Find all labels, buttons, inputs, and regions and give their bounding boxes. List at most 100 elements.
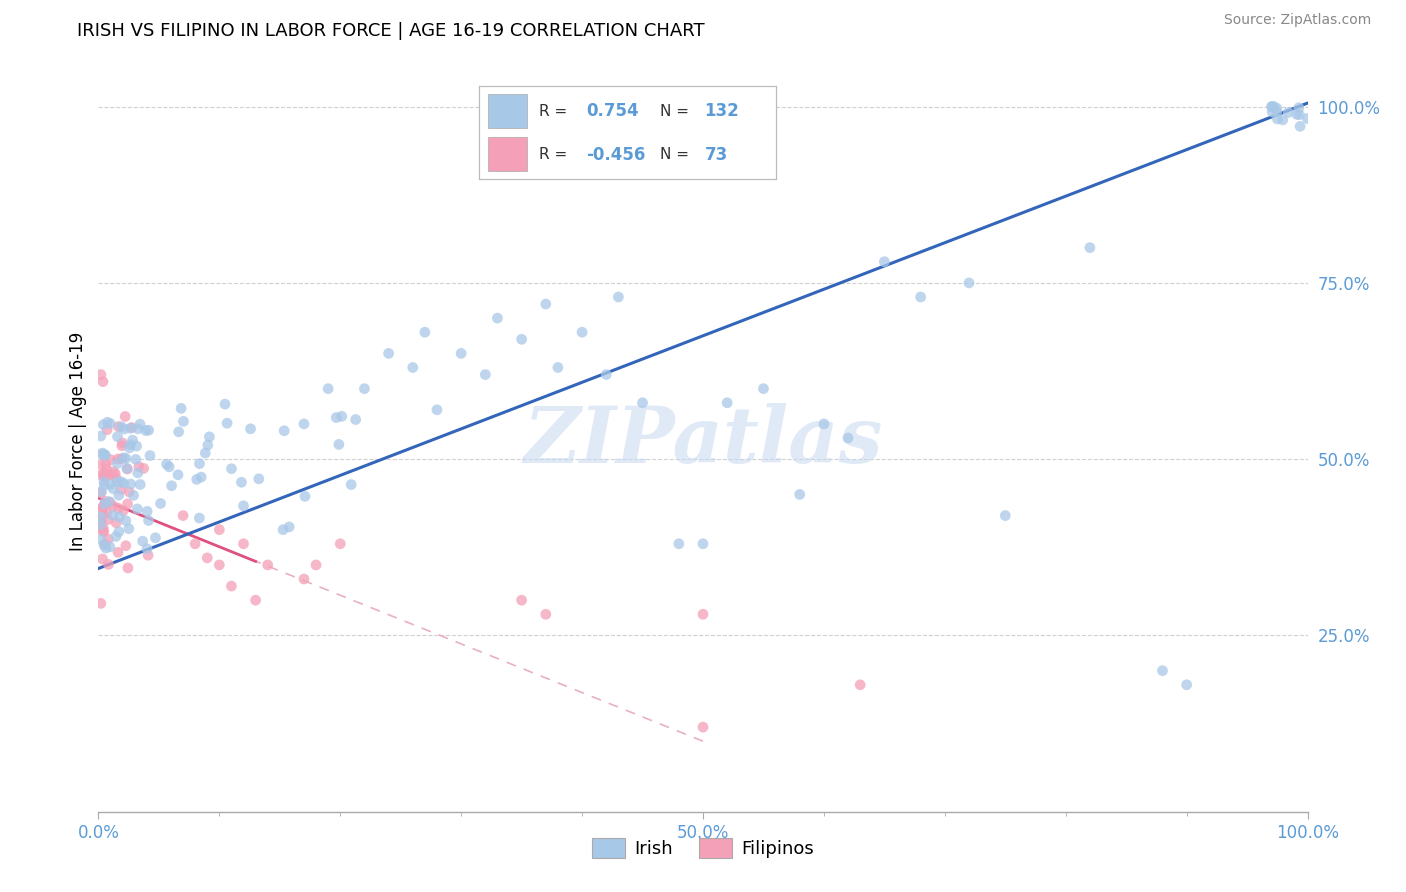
Point xyxy=(110,419,132,434)
Point xyxy=(120,477,142,491)
Point xyxy=(138,423,160,437)
Point xyxy=(90,429,112,443)
Point xyxy=(90,458,112,472)
Point xyxy=(94,457,117,471)
Point xyxy=(118,485,141,500)
Point xyxy=(127,466,149,480)
Point xyxy=(273,424,295,438)
Point xyxy=(239,422,262,436)
Point xyxy=(330,409,353,424)
Point xyxy=(188,457,211,471)
Point xyxy=(716,396,738,410)
Point xyxy=(114,514,136,528)
Point xyxy=(510,332,533,346)
Point xyxy=(108,524,131,539)
Point xyxy=(1263,100,1285,114)
Y-axis label: In Labor Force | Age 16-19: In Labor Force | Age 16-19 xyxy=(69,332,87,551)
Point xyxy=(271,523,294,537)
Point xyxy=(1277,105,1299,120)
Point xyxy=(107,457,129,471)
Point xyxy=(90,484,112,499)
Point xyxy=(98,417,121,431)
Point xyxy=(115,461,138,475)
Point xyxy=(1285,107,1308,121)
Point xyxy=(118,522,141,536)
Point xyxy=(94,537,117,551)
Point xyxy=(329,537,352,551)
Point xyxy=(91,501,114,516)
Point xyxy=(127,502,149,516)
Point xyxy=(129,477,152,491)
Point xyxy=(292,572,315,586)
Point xyxy=(208,523,231,537)
Point xyxy=(101,482,124,496)
Point xyxy=(91,500,114,515)
Point xyxy=(1078,241,1101,255)
Point xyxy=(167,467,190,482)
Point xyxy=(98,494,121,508)
Point xyxy=(221,579,243,593)
Point xyxy=(121,420,143,434)
Point xyxy=(91,508,114,522)
Point xyxy=(1261,100,1284,114)
Point xyxy=(90,596,112,610)
Point xyxy=(167,425,190,439)
Point xyxy=(1175,678,1198,692)
Point xyxy=(197,438,219,452)
Point xyxy=(131,534,153,549)
Point xyxy=(837,431,859,445)
Point xyxy=(114,409,136,424)
Point xyxy=(138,513,160,527)
Point xyxy=(149,496,172,510)
Point xyxy=(994,508,1017,523)
Point xyxy=(121,433,143,447)
Point xyxy=(402,360,425,375)
Point xyxy=(110,451,132,466)
Point xyxy=(115,451,138,466)
Point xyxy=(155,457,177,471)
Point xyxy=(96,505,118,519)
Point xyxy=(97,558,120,572)
Point xyxy=(849,678,872,692)
Point xyxy=(97,512,120,526)
Point xyxy=(90,514,112,528)
Point xyxy=(112,450,135,465)
Point xyxy=(93,448,115,462)
Point xyxy=(547,360,569,375)
Point xyxy=(105,475,128,489)
Point xyxy=(157,459,180,474)
Point xyxy=(325,410,347,425)
Point xyxy=(294,489,316,503)
Point xyxy=(90,514,112,528)
Point xyxy=(93,470,115,484)
Point xyxy=(120,437,142,451)
Point xyxy=(94,494,117,508)
Text: ZIPatlas: ZIPatlas xyxy=(523,403,883,480)
Point xyxy=(93,478,115,492)
Point xyxy=(292,417,315,431)
Point xyxy=(278,520,301,534)
Point xyxy=(910,290,932,304)
Point xyxy=(132,461,155,475)
Point xyxy=(107,488,129,502)
Point xyxy=(1267,112,1289,126)
Point xyxy=(91,552,114,566)
Point xyxy=(247,472,270,486)
Point xyxy=(474,368,496,382)
Point xyxy=(112,422,135,436)
Point xyxy=(160,479,183,493)
Point xyxy=(94,448,117,462)
Point xyxy=(305,558,328,572)
Point xyxy=(172,414,194,428)
Point xyxy=(184,537,207,551)
Point xyxy=(91,417,114,432)
Point xyxy=(98,468,121,483)
Point xyxy=(231,475,253,490)
Point xyxy=(1261,104,1284,119)
Point xyxy=(377,346,399,360)
Point xyxy=(214,397,236,411)
Point xyxy=(91,521,114,535)
Point xyxy=(111,436,134,450)
Point xyxy=(107,501,129,516)
Point xyxy=(107,419,129,434)
